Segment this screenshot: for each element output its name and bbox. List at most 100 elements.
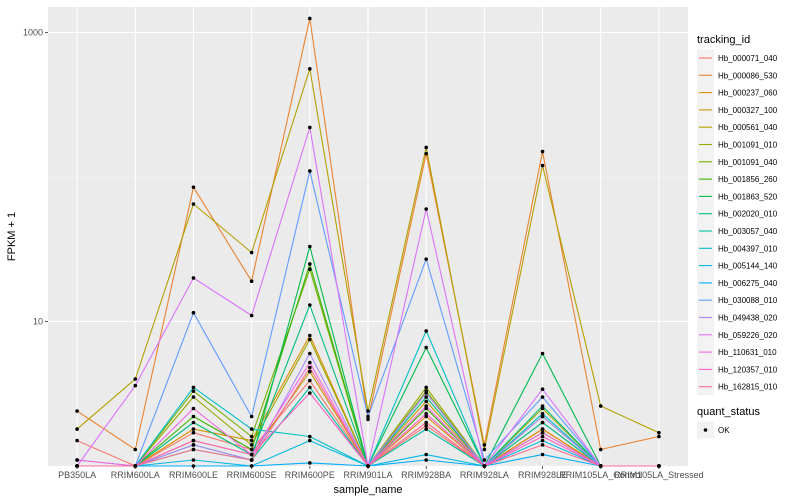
data-point-Hb_000086_530: [424, 151, 428, 156]
data-point-Hb_000561_040: [424, 145, 428, 150]
data-point-Hb_030088_010: [191, 310, 196, 315]
data-point-Hb_005144_140: [424, 452, 428, 457]
shape-legend-point: [703, 428, 708, 432]
y-axis-title: FPKM + 1: [6, 212, 18, 261]
legend-label: Hb_001863_520: [718, 192, 778, 201]
legend-label: Hb_059226_020: [718, 331, 778, 340]
data-point-Hb_001091_010: [249, 443, 254, 447]
data-point-Hb_000561_040: [75, 427, 79, 431]
data-point-Hb_000237_060: [249, 438, 254, 443]
legend-label: Hb_000561_040: [718, 123, 778, 132]
data-point-Hb_162815_010: [249, 458, 254, 462]
legend-label: Hb_001856_260: [718, 175, 778, 184]
data-point-Hb_059226_020: [308, 125, 312, 130]
data-point-Hb_030088_010: [366, 414, 370, 419]
data-point-Hb_005144_140: [308, 438, 312, 443]
data-point-Hb_000561_040: [191, 202, 196, 206]
data-point-Hb_162815_010: [540, 443, 545, 447]
x-tick-label: RRIM600PE: [285, 470, 335, 480]
data-point-Hb_001091_010: [424, 385, 428, 390]
data-point-Hb_004397_010: [191, 385, 196, 390]
x-tick-label: RRIM901LA: [343, 470, 392, 480]
data-point-Hb_120357_010: [249, 452, 254, 457]
shape-legend-title: quant_status: [697, 406, 760, 418]
legend-label: Hb_030088_010: [718, 296, 778, 305]
data-point-Hb_000071_040: [308, 378, 312, 383]
x-tick-label: RRIM600SE: [227, 470, 277, 480]
x-tick-label: RRIM105LA_Stressed: [614, 470, 704, 480]
data-point-Hb_000086_530: [308, 16, 312, 21]
legend-label: Hb_004397_010: [718, 244, 778, 253]
data-point-Hb_000071_040: [75, 438, 79, 443]
data-point-Hb_001091_010: [191, 395, 196, 399]
data-point-Hb_003057_040: [424, 427, 428, 431]
legend-label: Hb_120357_010: [718, 365, 778, 374]
y-tick-label: 1000: [23, 27, 43, 37]
data-point-Hb_120357_010: [540, 434, 545, 439]
data-point-Hb_001091_040: [249, 434, 254, 439]
data-point-Hb_000561_040: [308, 67, 312, 71]
data-point-Hb_059226_020: [424, 207, 428, 211]
data-point-Hb_000237_060: [191, 427, 196, 431]
data-point-Hb_030088_010: [482, 458, 487, 462]
legend-label: Hb_000327_100: [718, 106, 778, 115]
color-legend: tracking_id Hb_000071_040 Hb_000086_530 Hb…: [697, 34, 778, 396]
data-point-Hb_000561_040: [657, 430, 661, 435]
data-point-Hb_000086_530: [657, 434, 661, 439]
data-point-Hb_001863_520: [540, 351, 545, 356]
data-point-Hb_030088_010: [308, 169, 312, 173]
legend-label: Hb_001091_010: [718, 141, 778, 150]
data-point-Hb_059226_020: [249, 313, 254, 318]
legend-label: Hb_162815_010: [718, 383, 778, 392]
legend-label: Hb_002020_010: [718, 210, 778, 219]
data-point-Hb_006275_040: [540, 452, 545, 457]
data-point-Hb_049438_020: [424, 391, 428, 395]
data-point-Hb_049438_020: [308, 351, 312, 356]
legend-label: Hb_003057_040: [718, 227, 778, 236]
data-point-Hb_120357_010: [424, 411, 428, 416]
data-point-Hb_002020_010: [191, 420, 196, 425]
data-point-Hb_110631_010: [191, 406, 196, 411]
data-point-Hb_110631_010: [540, 430, 545, 435]
data-point-Hb_120357_010: [191, 438, 196, 443]
data-point-Hb_001091_010: [308, 337, 312, 342]
legend-label: Hb_000086_530: [718, 71, 778, 80]
data-point-Hb_000086_530: [133, 447, 138, 452]
data-point-Hb_049438_020: [191, 443, 196, 447]
legend-label: Hb_049438_020: [718, 314, 778, 323]
data-point-Hb_030088_010: [424, 257, 428, 261]
legend-label: Hb_000071_040: [718, 54, 778, 63]
data-point-Hb_000237_060: [540, 427, 545, 431]
data-point-Hb_059226_020: [191, 276, 196, 280]
data-point-Hb_000327_100: [424, 399, 428, 404]
data-point-Hb_004397_010: [424, 329, 428, 333]
data-point-Hb_000561_040: [133, 377, 138, 381]
data-point-Hb_002020_010: [540, 404, 545, 408]
data-point-Hb_003057_040: [540, 420, 545, 425]
data-point-Hb_000561_040: [249, 250, 254, 255]
data-point-Hb_000086_530: [482, 443, 487, 447]
data-point-Hb_001856_260: [308, 262, 312, 266]
legend-title: tracking_id: [697, 34, 750, 46]
data-point-Hb_110631_010: [308, 360, 312, 365]
x-tick-label: RRIM600LE: [169, 470, 218, 480]
data-point-Hb_000561_040: [366, 409, 370, 413]
data-point-Hb_059226_020: [540, 387, 545, 391]
data-point-Hb_006275_040: [424, 458, 428, 462]
data-point-Hb_001856_260: [191, 414, 196, 419]
legend-label: Hb_110631_010: [718, 348, 777, 357]
data-point-Hb_030088_010: [540, 395, 545, 399]
legend-label: Hb_000237_060: [718, 89, 778, 98]
data-point-Hb_120357_010: [308, 391, 312, 395]
data-point-Hb_001856_260: [249, 447, 254, 452]
data-point-Hb_003057_040: [308, 385, 312, 390]
data-point-Hb_001856_260: [424, 406, 428, 411]
data-point-Hb_000086_530: [598, 447, 603, 452]
data-point-Hb_000237_060: [308, 333, 312, 338]
data-point-Hb_059226_020: [133, 383, 138, 388]
data-point-Hb_000561_040: [482, 447, 487, 452]
legend-label: Hb_006275_040: [718, 279, 778, 288]
data-point-Hb_001091_040: [191, 389, 196, 393]
data-point-Hb_000071_040: [191, 430, 196, 435]
legend-label: Hb_001091_040: [718, 158, 778, 167]
